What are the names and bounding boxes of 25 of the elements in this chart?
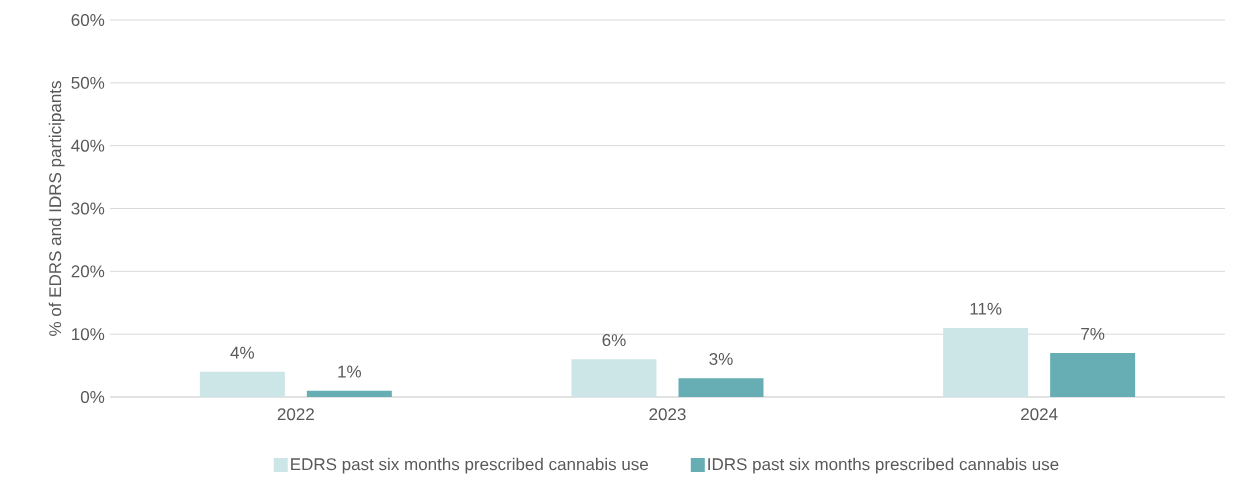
y-tick-label: 0% — [80, 390, 105, 404]
bar — [1050, 353, 1136, 397]
x-tick-label: 2023 — [649, 408, 686, 421]
data-label: 11% — [970, 302, 1002, 315]
bar — [943, 327, 1029, 397]
data-label: 7% — [1081, 327, 1105, 340]
legend-label: EDRS past six months prescribed cannabis use — [291, 457, 648, 474]
x-tick-label: 2024 — [1021, 408, 1058, 421]
bar — [306, 390, 392, 397]
y-tick-label: 50% — [71, 76, 105, 89]
bar — [571, 359, 657, 397]
bar — [199, 371, 285, 397]
y-axis-title: % of EDRS and IDRS participants — [48, 81, 65, 336]
data-label: 4% — [230, 346, 255, 359]
data-label: 1% — [338, 365, 362, 378]
y-tick-label: 10% — [72, 328, 105, 341]
y-tick-label: 60% — [71, 13, 105, 27]
bar — [678, 378, 764, 397]
x-tick-label: 2022 — [277, 408, 314, 421]
legend-label: IDRS past six months prescribed cannabis use — [708, 457, 1059, 474]
y-tick-label: 40% — [71, 139, 105, 152]
y-tick-label: 20% — [71, 265, 105, 278]
data-label: 3% — [709, 352, 733, 365]
y-tick-label: 30% — [71, 202, 105, 215]
data-label: 6% — [602, 334, 626, 347]
